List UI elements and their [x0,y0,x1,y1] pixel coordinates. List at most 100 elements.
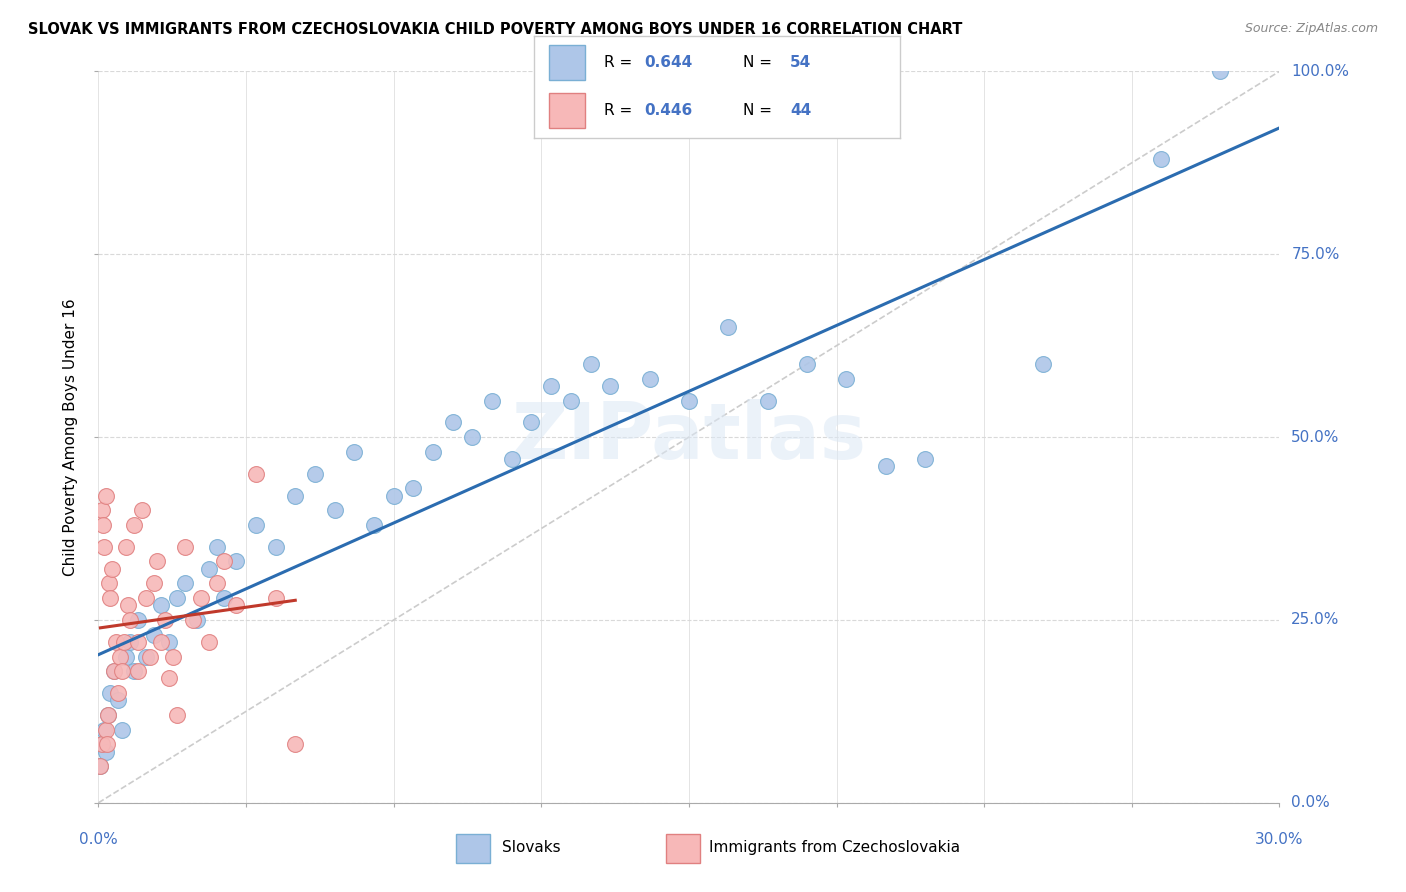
Text: 54: 54 [790,54,811,70]
Point [98,576,121,591]
Point [166,591,188,605]
Point [214,591,236,605]
Point [118,613,141,627]
Point [304,467,326,481]
Point [197,635,219,649]
Text: 30.0%: 30.0% [1256,832,1303,847]
Bar [456,834,489,863]
Point [245,517,267,532]
Text: 25.0%: 25.0% [1291,613,1340,627]
Point [382,489,405,503]
Point [284,489,307,503]
Point [98,591,121,605]
Point [422,444,444,458]
Point [146,554,169,568]
Text: 0.446: 0.446 [644,103,692,118]
Point [363,517,385,532]
Point [835,371,858,385]
Point [112,635,135,649]
Point [402,481,425,495]
Point [914,452,936,467]
Point [190,591,212,605]
Point [599,379,621,393]
Point [157,635,180,649]
Point [97,708,120,723]
Point [796,357,818,371]
Point [91,503,114,517]
Bar [548,45,585,79]
Point [678,393,700,408]
Point [579,357,602,371]
Text: 100.0%: 100.0% [1291,64,1350,78]
Point [343,444,366,458]
Point [205,540,228,554]
Point [264,591,287,605]
Point [105,635,128,649]
Point [111,664,134,678]
Point [323,503,346,517]
Point [142,627,165,641]
Text: Slovaks: Slovaks [502,840,561,855]
Point [150,635,173,649]
Point [103,664,125,678]
Point [501,452,523,467]
Point [225,599,247,613]
Point [89,759,111,773]
Point [127,635,149,649]
Bar [548,93,585,128]
Point [91,517,114,532]
Point [101,562,124,576]
Point [225,554,247,568]
Point [97,708,120,723]
Point [90,737,112,751]
Point [717,320,740,334]
Point [135,591,157,605]
Text: 44: 44 [790,103,811,118]
Text: N =: N = [742,103,776,118]
Point [108,649,131,664]
Text: SLOVAK VS IMMIGRANTS FROM CZECHOSLOVAKIA CHILD POVERTY AMONG BOYS UNDER 16 CORRE: SLOVAK VS IMMIGRANTS FROM CZECHOSLOVAKIA… [28,22,963,37]
Point [560,393,582,408]
Point [91,737,114,751]
Point [166,708,188,723]
Text: 0.0%: 0.0% [1291,796,1330,810]
Text: 50.0%: 50.0% [1291,430,1340,444]
Point [157,672,180,686]
Point [174,576,197,591]
Point [264,540,287,554]
Point [96,723,118,737]
Point [138,649,160,664]
Point [181,613,204,627]
Y-axis label: Child Poverty Among Boys Under 16: Child Poverty Among Boys Under 16 [63,298,79,576]
Point [142,576,165,591]
Point [441,416,464,430]
Point [875,459,897,474]
Point [197,562,219,576]
Point [481,393,503,408]
Text: R =: R = [603,54,637,70]
Text: 75.0%: 75.0% [1291,247,1340,261]
Point [540,379,562,393]
Point [115,649,138,664]
Text: ZIPatlas: ZIPatlas [512,399,866,475]
Point [93,723,115,737]
Point [122,517,145,532]
Point [245,467,267,481]
Bar [666,834,700,863]
Point [107,686,129,700]
Point [122,664,145,678]
Point [1032,357,1054,371]
Point [155,613,177,627]
Point [214,554,236,568]
Point [127,664,149,678]
Point [118,635,141,649]
Text: 0.644: 0.644 [644,54,692,70]
Point [205,576,228,591]
Text: Immigrants from Czechoslovakia: Immigrants from Czechoslovakia [709,840,960,855]
Point [131,503,153,517]
Point [756,393,779,408]
Point [94,489,117,503]
Point [111,723,134,737]
Point [186,613,208,627]
Point [89,759,111,773]
